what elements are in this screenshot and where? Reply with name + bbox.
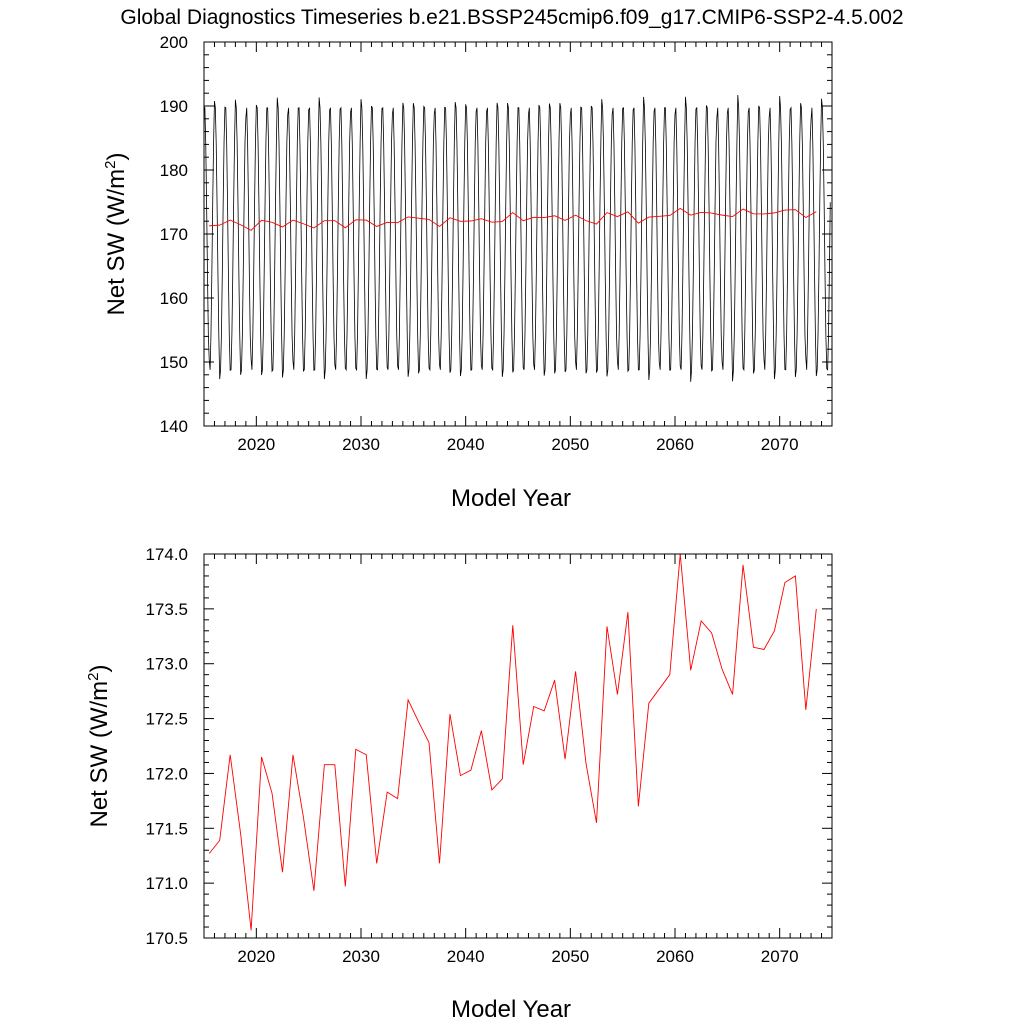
- y-tick-label: 173.5: [145, 600, 188, 619]
- x-tick-label: 2020: [237, 435, 275, 454]
- ylabel-superscript: 2: [102, 161, 119, 169]
- bottom-panel-ticks: 2020 2030 2040 2050 2060 2070 170.5 171.0 171.5 1…: [145, 545, 833, 966]
- x-tick-label: 2060: [656, 947, 694, 966]
- x-tick-label: 2050: [551, 435, 589, 454]
- x-tick-label: 2030: [342, 947, 380, 966]
- y-tick-label: 171.0: [145, 874, 188, 893]
- ylabel-main: Net SW (W/m: [86, 681, 113, 828]
- annual-mean-line: [209, 207, 817, 231]
- y-tick-label: 190: [160, 97, 188, 116]
- top-panel-marks: [204, 95, 831, 382]
- x-tick-label: 2030: [342, 435, 380, 454]
- x-tick-label: 2060: [656, 435, 694, 454]
- top-panel: 2020 2030 2040 2050 2060 2070 140 150 160 170 180 1…: [102, 33, 833, 512]
- ylabel-superscript: 2: [85, 673, 102, 681]
- ylabel-close: ): [103, 153, 130, 161]
- figure-title: Global Diagnostics Timeseries b.e21.BSSP…: [120, 6, 903, 29]
- bottom-panel-x-axis-label: Model Year: [451, 996, 571, 1023]
- x-tick-label: 2050: [551, 947, 589, 966]
- bottom-panel-y-axis-label: Net SW (W/m2): [85, 665, 113, 828]
- bottom-panel: 2020 2030 2040 2050 2060 2070 170.5 171.0 171.5 1…: [85, 545, 833, 1023]
- y-tick-label: 174.0: [145, 545, 188, 564]
- monthly-series-line: [204, 95, 831, 382]
- x-tick-label: 2070: [761, 947, 799, 966]
- y-tick-label: 200: [160, 33, 188, 52]
- y-tick-label: 173.0: [145, 655, 188, 674]
- annual-mean-line: [208, 554, 817, 931]
- y-tick-label: 171.5: [145, 819, 188, 838]
- x-tick-label: 2020: [237, 947, 275, 966]
- y-tick-label: 160: [160, 289, 188, 308]
- ylabel-main: Net SW (W/m: [103, 169, 130, 316]
- x-tick-label: 2040: [447, 947, 485, 966]
- y-tick-label: 172.5: [145, 710, 188, 729]
- top-panel-y-axis-label: Net SW (W/m2): [102, 153, 130, 316]
- top-panel-x-axis-label: Model Year: [451, 485, 571, 512]
- x-tick-label: 2070: [761, 435, 799, 454]
- top-panel-ticks: 2020 2030 2040 2050 2060 2070 140 150 160 170 180 1…: [160, 33, 833, 454]
- y-tick-label: 170.5: [145, 929, 188, 948]
- y-tick-label: 150: [160, 353, 188, 372]
- bottom-panel-frame: [203, 553, 833, 939]
- y-tick-label: 172.0: [145, 764, 188, 783]
- y-tick-label: 180: [160, 161, 188, 180]
- x-tick-label: 2040: [447, 435, 485, 454]
- y-tick-label: 170: [160, 225, 188, 244]
- y-tick-label: 140: [160, 417, 188, 436]
- bottom-panel-marks: [208, 554, 817, 931]
- ylabel-close: ): [86, 665, 113, 673]
